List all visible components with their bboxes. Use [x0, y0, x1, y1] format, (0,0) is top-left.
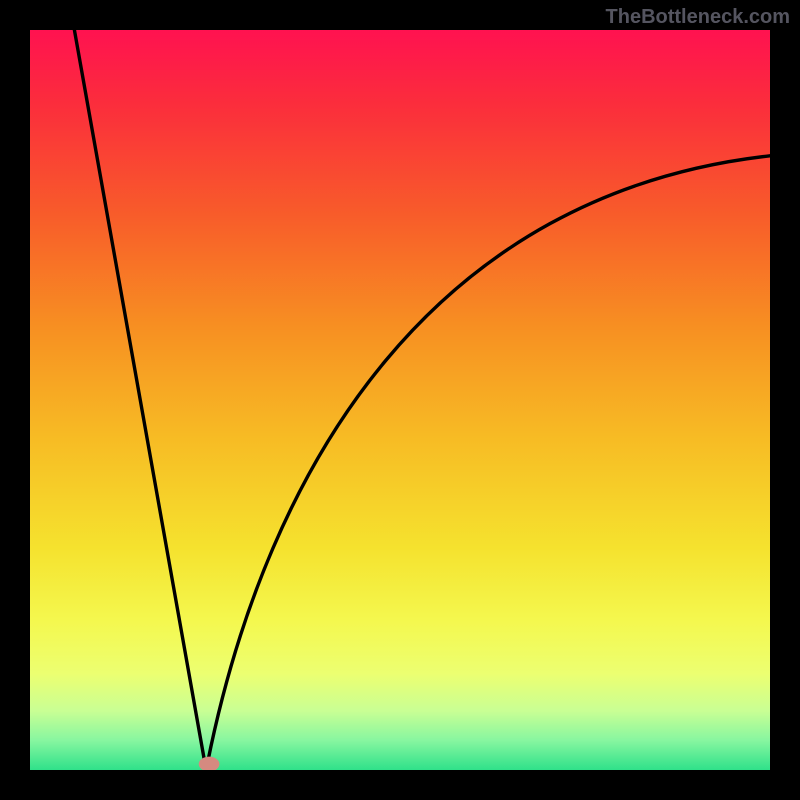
plot-area: [30, 30, 770, 770]
watermark-text: TheBottleneck.com: [606, 6, 790, 29]
plot-svg: [30, 30, 770, 770]
figure-root: TheBottleneck.com: [0, 0, 800, 800]
